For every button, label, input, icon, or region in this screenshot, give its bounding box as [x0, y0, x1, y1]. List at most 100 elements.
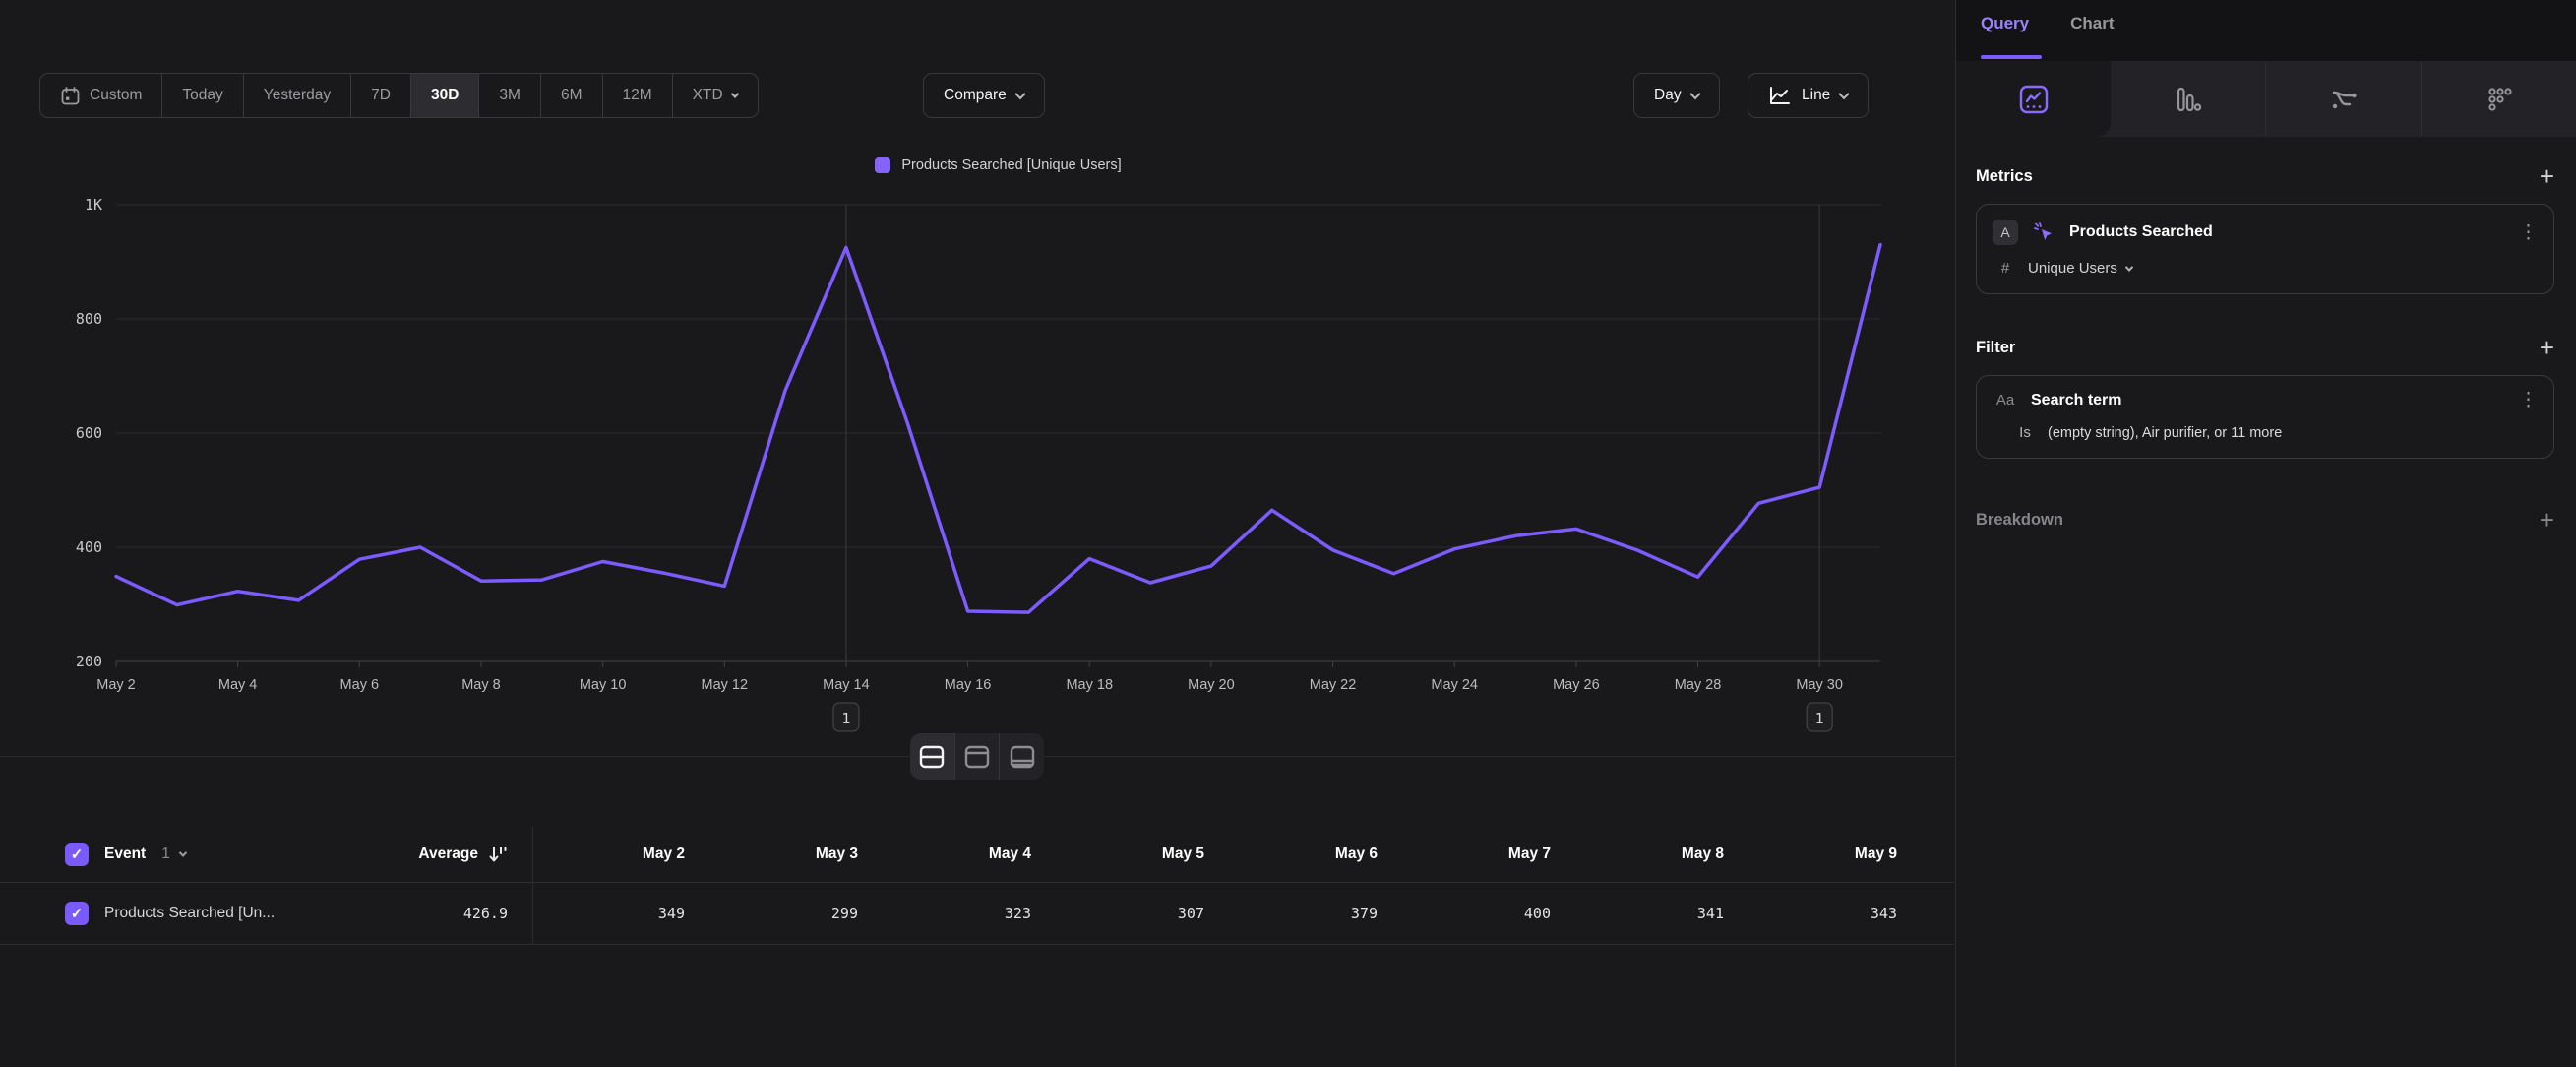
calendar-icon	[61, 86, 80, 104]
chart-type-button[interactable]: Line	[1748, 73, 1870, 118]
layout-table-only-button[interactable]	[1000, 733, 1044, 780]
tab-flows[interactable]	[2266, 61, 2422, 137]
tab-insights[interactable]	[1956, 61, 2111, 137]
cell-value: 323	[1004, 905, 1031, 922]
svg-text:1K: 1K	[85, 196, 102, 214]
svg-text:May 30: May 30	[1796, 677, 1843, 693]
add-breakdown-button[interactable]: +	[2539, 505, 2554, 534]
svg-text:400: 400	[76, 538, 102, 556]
column-header: May 9	[1854, 846, 1897, 862]
sort-descending-icon	[489, 847, 507, 862]
cell-value: 349	[657, 905, 685, 922]
date-range-3m[interactable]: 3M	[479, 74, 541, 117]
chevron-down-icon	[1838, 88, 1850, 100]
filter-section-title: Filter	[1976, 338, 2016, 356]
svg-text:May 4: May 4	[218, 677, 258, 693]
column-header: May 3	[815, 846, 858, 862]
date-range-custom-label: Custom	[90, 87, 143, 103]
tab-chart[interactable]: Chart	[2070, 14, 2115, 32]
kebab-menu-icon[interactable]: ⋮	[2519, 221, 2538, 243]
layout-bottom-bar-icon	[1010, 745, 1034, 768]
date-range-custom[interactable]: Custom	[40, 74, 163, 117]
date-range-30d[interactable]: 30D	[410, 74, 480, 117]
hash-icon: #	[2000, 260, 2010, 277]
svg-text:May 18: May 18	[1066, 677, 1113, 693]
row-checkbox[interactable]: ✓	[65, 902, 89, 925]
layout-split-button[interactable]	[910, 733, 955, 780]
cell-value: 379	[1350, 905, 1378, 922]
svg-text:May 10: May 10	[580, 677, 627, 693]
kebab-menu-icon[interactable]: ⋮	[2519, 390, 2538, 410]
date-range-toolbar: Custom Today Yesterday 7D 30D 3M 6M 12M …	[39, 73, 759, 118]
measurement-dropdown[interactable]: Unique Users	[2028, 260, 2134, 277]
compare-button[interactable]: Compare	[923, 73, 1045, 118]
filter-card[interactable]: Aa Search term ⋮ Is (empty string), Air …	[1976, 375, 2554, 459]
layout-split-icon	[920, 745, 945, 768]
tab-funnels[interactable]	[2111, 61, 2266, 137]
filter-property-name: Search term	[2031, 391, 2122, 408]
granularity-button[interactable]: Day	[1633, 73, 1720, 118]
svg-text:May 8: May 8	[461, 677, 501, 693]
svg-text:800: 800	[76, 310, 102, 328]
date-range-today[interactable]: Today	[162, 74, 244, 117]
annotation-badge[interactable]: 1	[832, 702, 860, 732]
select-all-checkbox[interactable]: ✓	[65, 843, 89, 866]
add-metric-button[interactable]: +	[2539, 161, 2554, 191]
filter-operator[interactable]: Is	[2019, 424, 2031, 441]
column-header: May 6	[1334, 846, 1378, 862]
add-filter-button[interactable]: +	[2539, 333, 2554, 362]
svg-text:May 16: May 16	[945, 677, 992, 693]
average-value: 426.9	[462, 905, 508, 922]
chevron-down-icon	[1014, 88, 1026, 100]
panel-layout-toggle	[910, 733, 1044, 780]
tab-query[interactable]: Query	[1981, 14, 2030, 32]
event-column-dropdown[interactable]: Event 1	[104, 846, 188, 863]
row-series-label: Products Searched [Un...	[104, 905, 276, 921]
flows-icon	[2332, 91, 2357, 108]
series-label: Products Searched [Unique Users]	[901, 157, 1122, 173]
insights-chart-icon	[2019, 85, 2048, 113]
annotation-badge[interactable]: 1	[1806, 702, 1833, 732]
query-sections: Metrics + A Products Searched ⋮ #	[1956, 161, 2576, 534]
svg-text:1: 1	[841, 710, 850, 727]
svg-text:May 12: May 12	[701, 677, 748, 693]
panel-tabs: Query Chart	[1956, 0, 2576, 61]
chevron-down-icon	[730, 90, 739, 98]
breakdown-table: ✓ Event 1 Average	[0, 827, 1954, 945]
svg-text:May 20: May 20	[1188, 677, 1235, 693]
layout-top-bar-icon	[964, 745, 990, 768]
column-header: May 5	[1161, 846, 1204, 862]
date-range-xtd[interactable]: XTD	[673, 74, 758, 117]
legend-item[interactable]: Products Searched [Unique Users]	[875, 157, 1122, 173]
tab-retention[interactable]	[2422, 61, 2576, 137]
layout-chart-only-button[interactable]	[955, 733, 1001, 780]
metric-card[interactable]: A Products Searched ⋮ # Unique Users	[1976, 204, 2554, 294]
query-builder-panel: Query Chart	[1955, 0, 2576, 1067]
date-range-yesterday[interactable]: Yesterday	[244, 74, 352, 117]
date-range-12m[interactable]: 12M	[603, 74, 673, 117]
svg-text:May 26: May 26	[1553, 677, 1600, 693]
metrics-section-title: Metrics	[1976, 166, 2033, 185]
date-range-6m[interactable]: 6M	[541, 74, 603, 117]
line-chart[interactable]: May 2 May 4 May 6 May 8 May 10 May 12 May 14 Ma…	[0, 0, 1954, 758]
cell-value: 341	[1696, 905, 1724, 922]
chevron-down-icon	[2124, 262, 2134, 272]
date-range-7d[interactable]: 7D	[351, 74, 411, 117]
column-header: May 8	[1681, 846, 1724, 862]
average-sort-header[interactable]: Average	[418, 845, 508, 864]
svg-text:200: 200	[76, 653, 102, 670]
svg-text:May 6: May 6	[340, 677, 380, 693]
svg-text:May 2: May 2	[96, 677, 136, 693]
active-tab-indicator	[1981, 55, 2042, 59]
svg-text:May 14: May 14	[823, 677, 870, 693]
series-color-swatch	[875, 157, 891, 173]
filter-value[interactable]: (empty string), Air purifier, or 11 more	[2048, 424, 2283, 441]
metric-event-name: Products Searched	[2069, 223, 2213, 240]
line-chart-icon	[1770, 87, 1790, 104]
retention-dots-icon	[2487, 87, 2512, 111]
report-main-area: May 2 May 4 May 6 May 8 May 10 May 12 May 14 Ma…	[0, 0, 1954, 945]
string-property-icon: Aa	[1995, 392, 2015, 408]
breakdown-section-title: Breakdown	[1976, 510, 2063, 529]
table-header-row: ✓ Event 1 Average	[0, 827, 1954, 883]
